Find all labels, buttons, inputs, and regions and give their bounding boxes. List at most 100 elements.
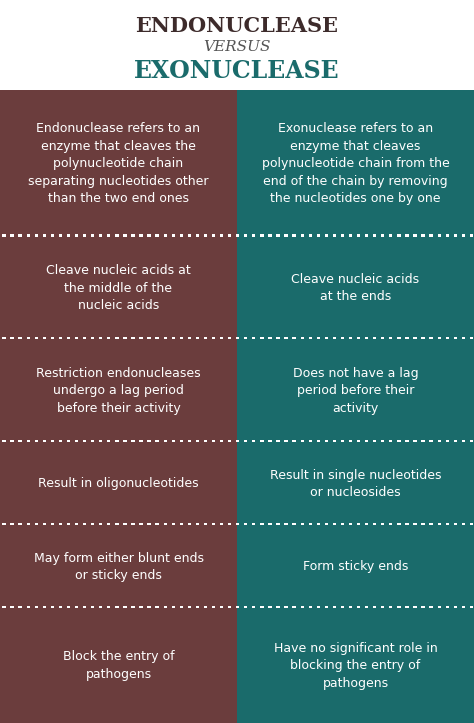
Bar [389, 523, 392, 528]
Bar [10, 337, 14, 342]
Bar [0, 608, 237, 723]
Bar [357, 337, 360, 342]
Bar [389, 234, 392, 239]
Bar [381, 440, 384, 445]
Bar [75, 523, 78, 528]
Bar [357, 234, 360, 239]
Text: ENDONUCLEASE: ENDONUCLEASE [136, 16, 338, 36]
Bar [446, 234, 449, 239]
Bar [389, 606, 392, 611]
Bar [268, 234, 272, 239]
Text: Have no significant role in
blocking the entry of
pathogens: Have no significant role in blocking the… [273, 642, 438, 690]
Bar [260, 523, 264, 528]
Bar [107, 523, 110, 528]
Bar [405, 440, 409, 445]
Bar [27, 523, 30, 528]
Bar [131, 606, 135, 611]
Bar [413, 440, 417, 445]
Bar [10, 606, 14, 611]
Bar [43, 337, 46, 342]
Bar [365, 440, 368, 445]
Bar [18, 234, 22, 239]
Bar [252, 234, 255, 239]
Bar [462, 523, 465, 528]
Bar [188, 234, 191, 239]
Bar [43, 606, 46, 611]
Bar [115, 523, 118, 528]
Bar [381, 337, 384, 342]
Bar [237, 236, 474, 340]
Bar [341, 337, 344, 342]
Bar [381, 523, 384, 528]
Bar [228, 337, 231, 342]
Bar [83, 523, 86, 528]
Bar [107, 440, 110, 445]
Bar [438, 234, 441, 239]
Bar [438, 440, 441, 445]
Bar [381, 606, 384, 611]
Bar [139, 523, 143, 528]
Bar [236, 337, 239, 342]
Bar [123, 337, 127, 342]
Bar [244, 440, 247, 445]
Bar [131, 337, 135, 342]
Bar [236, 523, 239, 528]
Text: Form sticky ends: Form sticky ends [303, 560, 408, 573]
Bar [357, 523, 360, 528]
Bar [365, 234, 368, 239]
Bar [99, 523, 102, 528]
Bar [268, 440, 272, 445]
Bar [260, 234, 264, 239]
Bar [83, 440, 86, 445]
Bar [75, 606, 78, 611]
Bar [2, 440, 6, 445]
Bar [139, 337, 143, 342]
Bar [180, 606, 183, 611]
Bar [188, 440, 191, 445]
Bar [212, 234, 215, 239]
Bar [421, 606, 425, 611]
Bar [212, 440, 215, 445]
Bar [228, 234, 231, 239]
Bar [341, 440, 344, 445]
Bar [325, 337, 328, 342]
Bar [228, 523, 231, 528]
Bar [397, 606, 401, 611]
Bar [155, 606, 159, 611]
Bar [91, 440, 94, 445]
Text: Result in single nucleotides
or nucleosides: Result in single nucleotides or nucleosi… [270, 469, 441, 499]
Bar [276, 440, 280, 445]
Bar [301, 523, 304, 528]
Bar [333, 337, 336, 342]
Bar [236, 440, 239, 445]
Bar [59, 337, 62, 342]
Bar [131, 523, 135, 528]
Bar [413, 337, 417, 342]
Bar [244, 234, 247, 239]
Text: EXONUCLEASE: EXONUCLEASE [134, 59, 340, 83]
Bar [172, 606, 175, 611]
Bar [237, 340, 474, 442]
Bar [220, 440, 223, 445]
Bar [454, 523, 457, 528]
Bar [0, 90, 237, 236]
Bar [421, 440, 425, 445]
Bar [276, 523, 280, 528]
Bar [10, 523, 14, 528]
Bar [373, 606, 376, 611]
Bar [413, 523, 417, 528]
Bar [309, 440, 312, 445]
Bar [164, 234, 167, 239]
Bar [180, 523, 183, 528]
Bar [373, 523, 376, 528]
Bar [188, 337, 191, 342]
Bar [244, 337, 247, 342]
Bar [67, 523, 70, 528]
Bar [237, 608, 474, 723]
Bar [43, 234, 46, 239]
Bar [276, 234, 280, 239]
Bar [107, 234, 110, 239]
Bar [470, 440, 473, 445]
Bar [212, 523, 215, 528]
Text: Result in oligonucleotides: Result in oligonucleotides [38, 477, 199, 490]
